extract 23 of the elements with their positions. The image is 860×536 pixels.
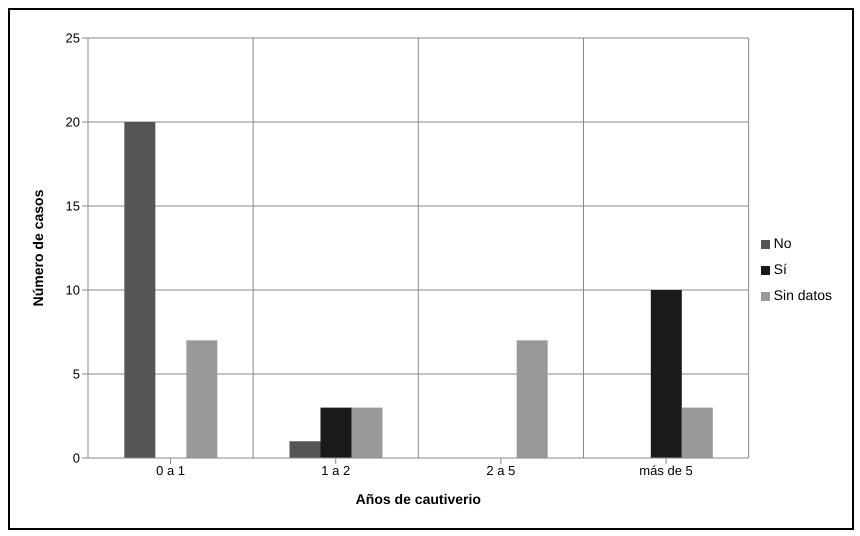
legend-label: Sin datos [774,287,832,303]
bar [682,408,713,458]
y-tick-label: 10 [66,282,80,298]
y-tick-label: 20 [66,114,80,130]
bar [289,441,320,458]
bar [320,408,352,458]
bar [650,290,682,458]
bar [186,340,218,458]
y-tick-label: 5 [72,366,80,382]
y-tick-label: 15 [66,198,80,214]
x-tick-label: más de 5 [639,463,693,478]
bar [124,122,156,458]
legend-label: No [774,235,792,251]
bar [516,340,548,458]
x-tick-label: 2 a 5 [486,463,516,478]
x-axis-title: Años de cautiverio [356,491,481,507]
y-tick-label: 25 [66,30,80,46]
y-axis-title: Número de casos [30,189,46,306]
bar [351,408,382,458]
x-tick-label: 0 a 1 [156,463,186,478]
x-tick-label: 1 a 2 [321,463,350,478]
y-tick-label: 0 [72,450,80,466]
legend-label: Sí [774,261,787,277]
